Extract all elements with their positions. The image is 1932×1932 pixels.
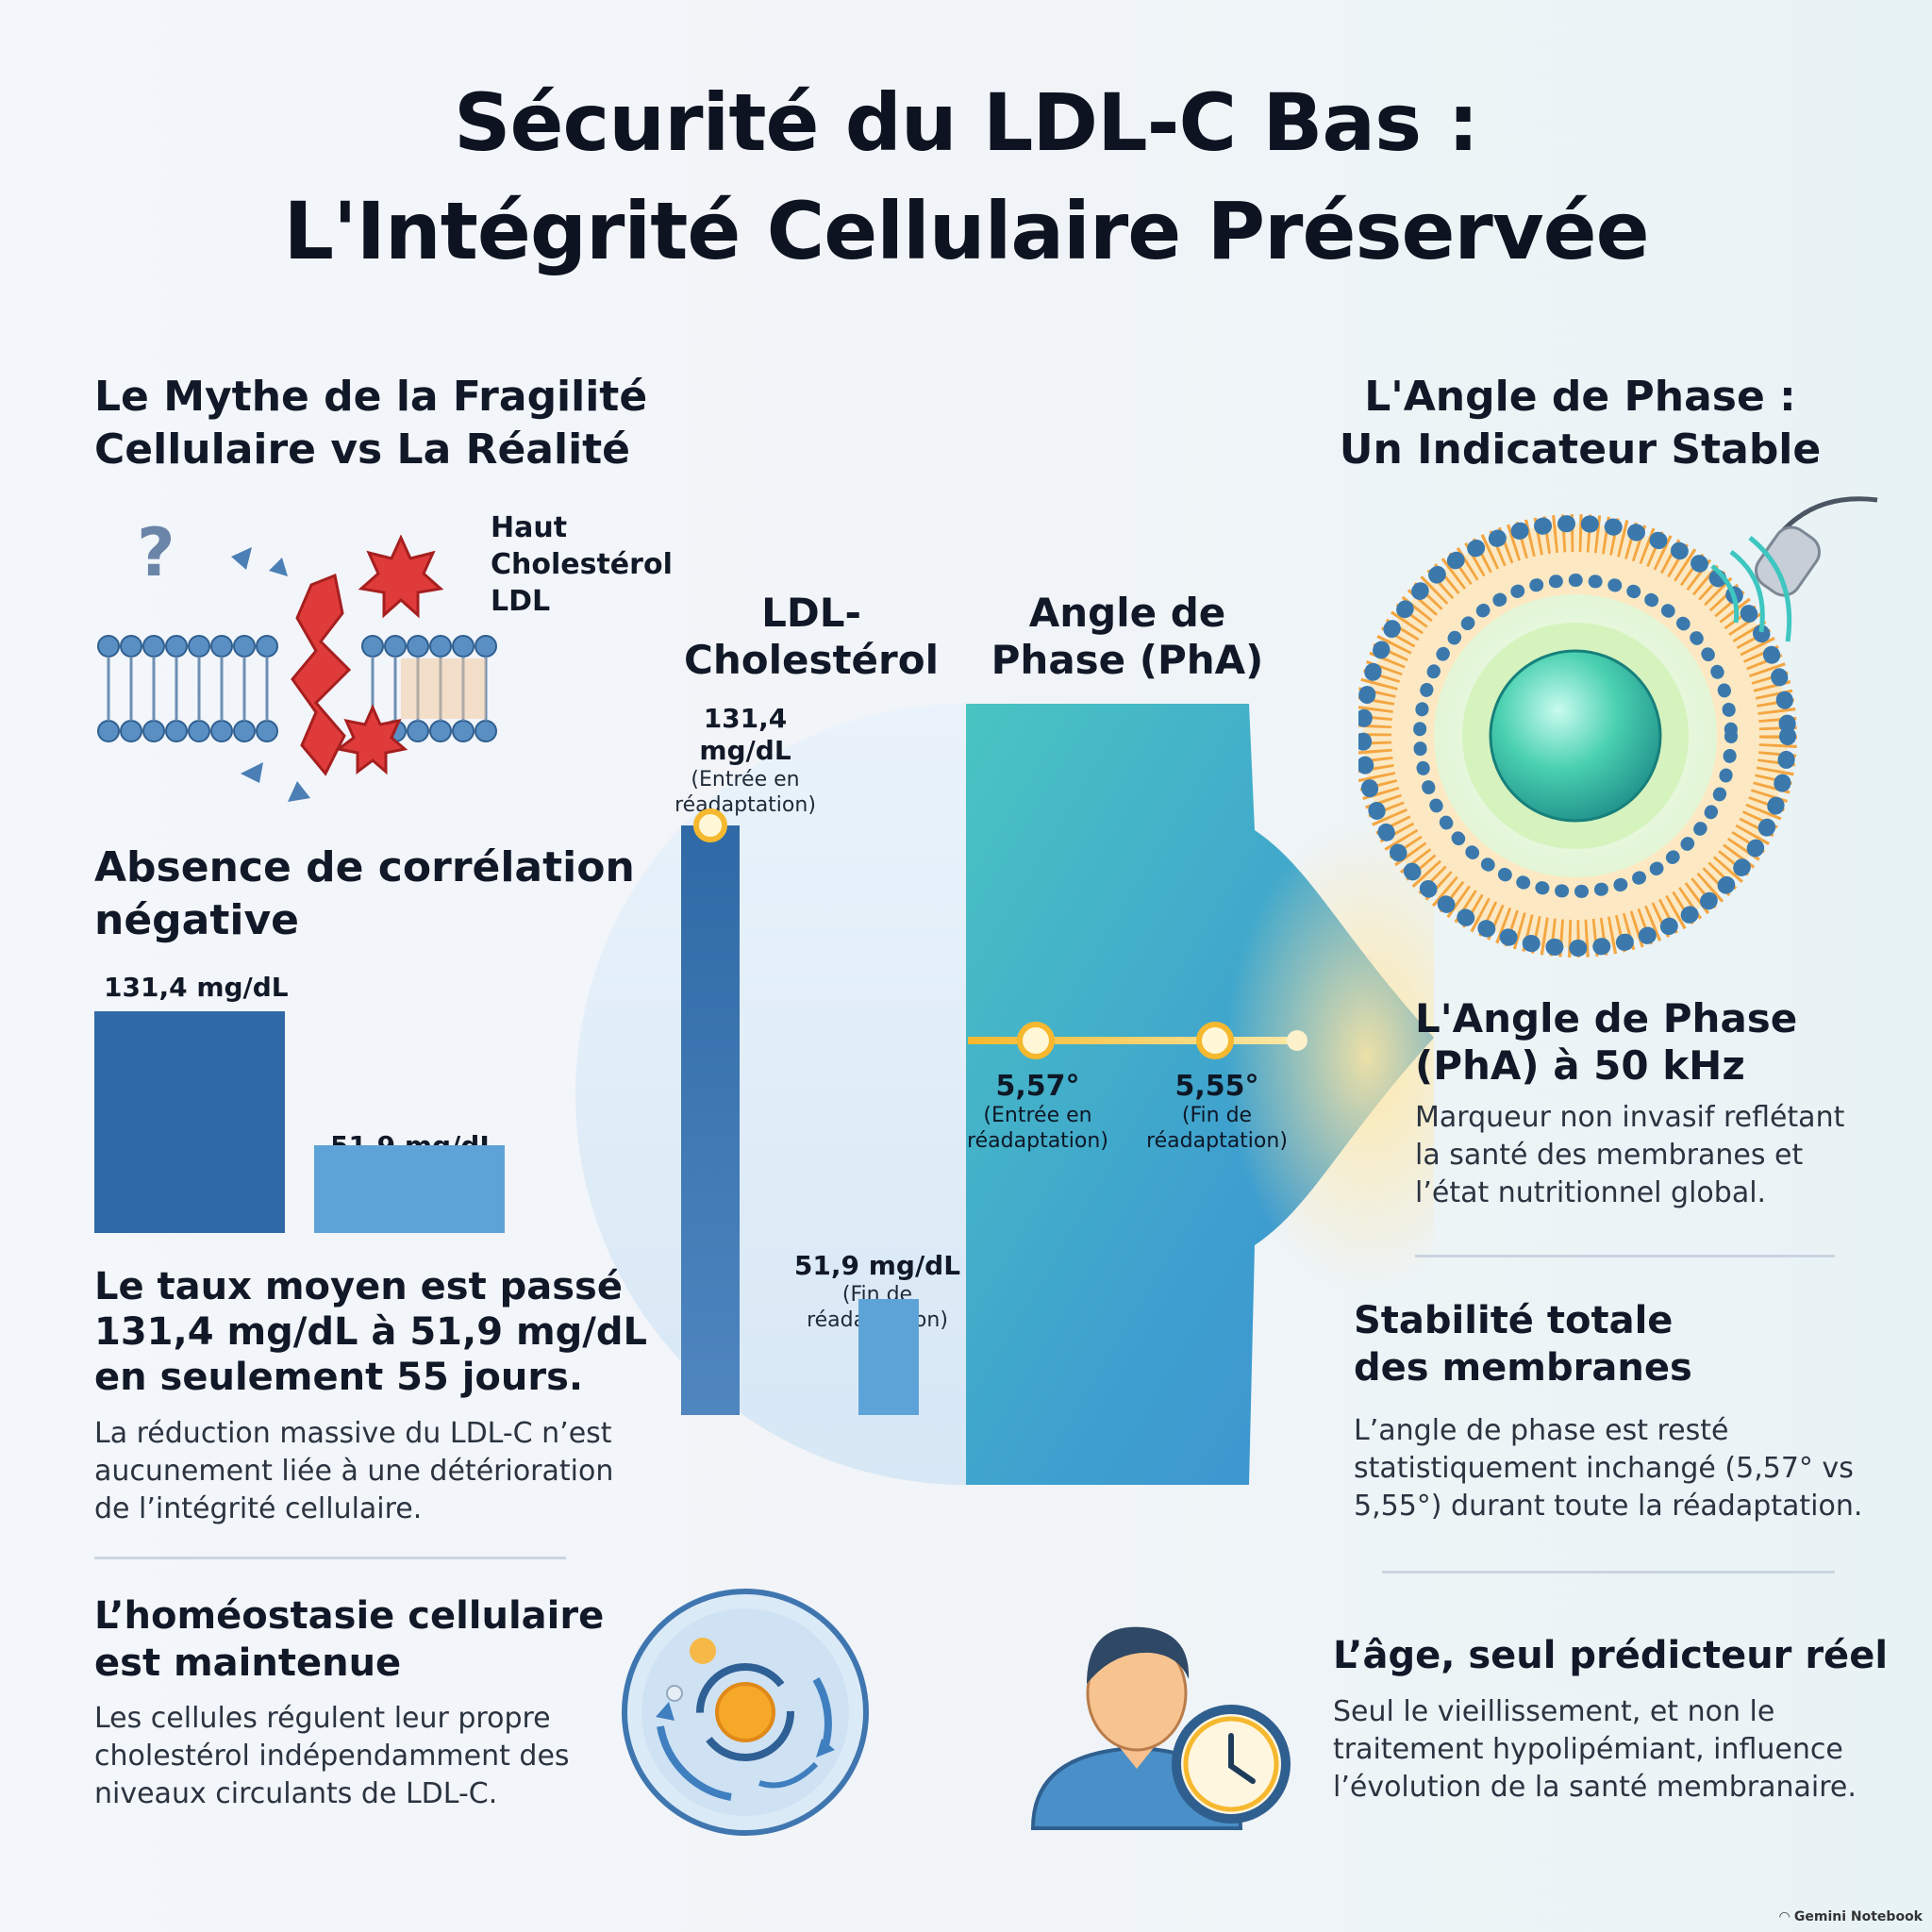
cell-cycle-icon [622, 1589, 869, 1836]
stability-text: L’angle de phase est resté statistiqueme… [1354, 1414, 1863, 1523]
person-clock-icon [1030, 1626, 1291, 1830]
pha-entry-marker [1017, 1022, 1055, 1059]
correlation-heading: Absence de corrélation négative [94, 843, 635, 944]
pha-column-heading: Angle de Phase (PhA) [991, 590, 1264, 683]
pha-end-marker [1196, 1022, 1234, 1059]
divider [1382, 1571, 1835, 1574]
bar-high [94, 1011, 285, 1233]
homeostasis-text: Les cellules régulent leur propre choles… [94, 1702, 570, 1810]
ldl-column-heading: LDL- Cholestérol [684, 590, 939, 683]
stability-heading: Stabilité totale des membranes [1354, 1299, 1692, 1390]
notebook-icon: ◠ [1779, 1909, 1794, 1924]
pha-50khz-text: Marqueur non invasif reflétant la santé … [1415, 1101, 1845, 1209]
central-comparison-graphic [575, 704, 1434, 1487]
ldl-entry-marker [693, 808, 727, 842]
healthy-cell-illustration [1358, 496, 1878, 958]
myth-label: Haut Cholestérol LDL [491, 511, 673, 618]
bar-low [314, 1145, 505, 1233]
taux-heading: Le taux moyen est passé de 131,4 mg/dL à… [94, 1265, 689, 1399]
question-mark-icon: ? [137, 519, 175, 591]
bia-probe-icon [1710, 496, 1878, 642]
gemini-notebook-watermark: ◠ Gemini Notebook [1779, 1909, 1923, 1924]
homeostasis-heading: L’homéostasie cellulaire est maintenue [94, 1594, 605, 1685]
ldl-end-bar [858, 1299, 919, 1415]
pha-50khz-heading: L'Angle de Phase (PhA) à 50 kHz [1415, 995, 1798, 1089]
red-cholesterol-crystal [291, 534, 444, 776]
divider [1415, 1255, 1835, 1257]
age-text: Seul le vieillissement, et non le traite… [1333, 1695, 1857, 1804]
ldl-entry-bar [681, 825, 740, 1415]
myth-heading: Le Mythe de la Fragilité Cellulaire vs L… [94, 373, 648, 474]
phase-angle-heading: L'Angle de Phase : Un Indicateur Stable [1339, 373, 1822, 474]
title-line-1: Sécurité du LDL-C Bas : [454, 76, 1479, 169]
age-heading: L’âge, seul prédicteur réel [1333, 1634, 1889, 1677]
pha-entry-annotation: 5,57° (Entrée en réadaptation) [967, 1070, 1108, 1154]
pha-end-annotation: 5,55° (Fin de réadaptation) [1146, 1070, 1288, 1154]
broken-membrane-illustration: ? [97, 519, 497, 802]
ldl-entry-annotation: 131,4 mg/dL (Entrée en réadaptation) [675, 703, 816, 817]
ldl-end-annotation: 51,9 mg/dL (Fin de réadaptation) [793, 1250, 961, 1332]
pha-line-end-dot [1287, 1030, 1307, 1051]
title-line-2: L'Intégrité Cellulaire Préservée [283, 185, 1649, 277]
taux-text: La réduction massive du LDL-C n’est aucu… [94, 1417, 614, 1525]
lipid-bilayer-left [97, 635, 497, 742]
divider [94, 1557, 566, 1559]
bar-high-label: 131,4 mg/dL [104, 972, 289, 1003]
pha-stability-line [968, 1037, 1298, 1044]
